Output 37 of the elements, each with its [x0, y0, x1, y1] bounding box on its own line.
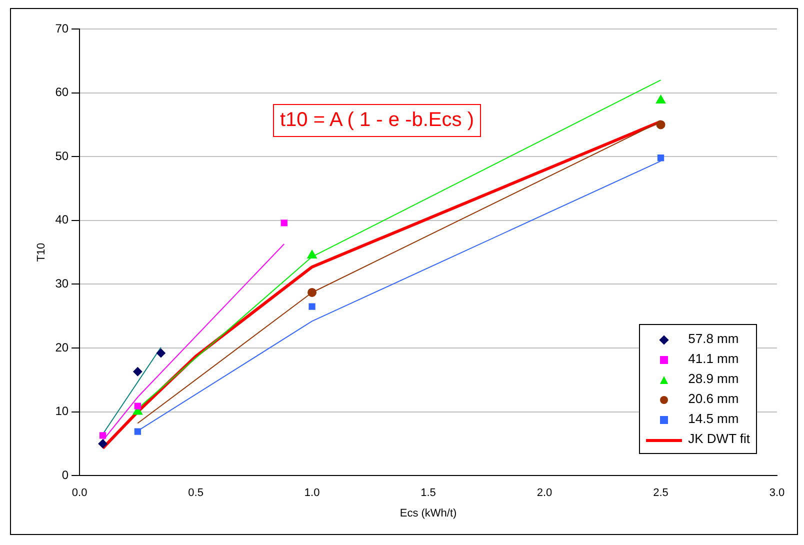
point [134, 402, 141, 410]
annotation: t10 = A ( 1 - e -b.Ecs ) [273, 104, 481, 137]
y-axis-title: T10 [36, 242, 48, 262]
legend-label: JK DWT fit [688, 431, 750, 446]
x-tick-label: 3.0 [769, 487, 785, 500]
point [133, 367, 142, 376]
x-tick-label: 0.5 [188, 487, 204, 500]
point [308, 303, 316, 310]
legend-label: 57.8 mm [688, 331, 739, 346]
point [307, 250, 317, 258]
y-tick-label: 50 [55, 148, 69, 163]
point [156, 348, 166, 358]
y-tick-label: 40 [55, 212, 69, 227]
point [134, 428, 141, 435]
x-tick-label: 1.0 [304, 487, 320, 500]
y-tick-label: 70 [55, 21, 69, 36]
legend-label: 20.6 mm [688, 391, 739, 406]
x-tick-label: 0.0 [72, 487, 88, 500]
x-tick-label: 2.0 [536, 487, 552, 500]
legend-label: 28.9 mm [688, 371, 739, 386]
legend-label: 14.5 mm [688, 411, 739, 426]
y-tick-label: 30 [55, 276, 69, 291]
point [308, 288, 317, 297]
point [657, 154, 664, 162]
y-tick-label: 20 [55, 340, 69, 354]
point [656, 120, 666, 130]
point [280, 220, 288, 226]
x-axis-title: Ecs (kWh/t) [400, 507, 457, 520]
point [656, 94, 666, 104]
y-tick-label: 10 [55, 404, 69, 418]
x-tick-label: 2.5 [653, 487, 668, 500]
legend-label: 41.1 mm [688, 351, 739, 366]
y-tick-label: 60 [55, 85, 69, 100]
point [98, 439, 108, 448]
x-tick-label: 1.5 [420, 487, 436, 500]
y-tick-label: 0 [62, 468, 69, 482]
point [99, 432, 106, 439]
